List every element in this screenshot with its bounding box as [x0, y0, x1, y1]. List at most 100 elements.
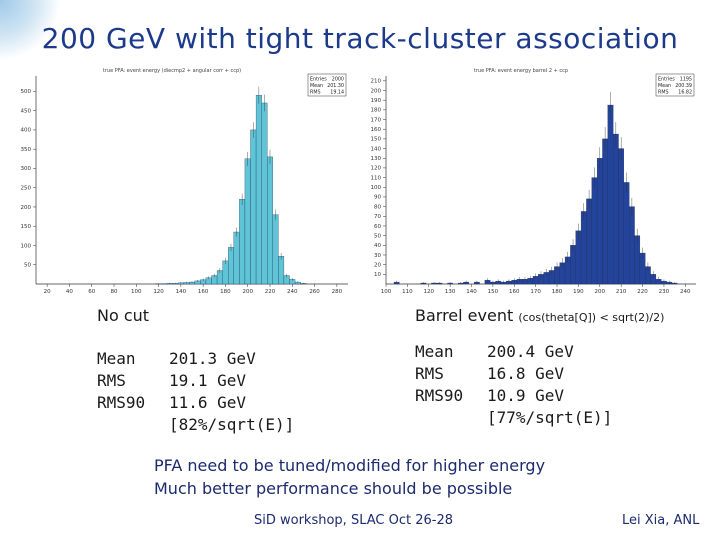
- x-tick-label: 200: [242, 289, 253, 295]
- histogram-bar: [239, 199, 246, 285]
- stats-row: RMS 16.8 GeV: [415, 363, 612, 385]
- histogram-bar: [261, 102, 268, 285]
- y-tick-label: 20: [374, 262, 381, 268]
- histogram-bar: [607, 104, 614, 285]
- x-tick-label: 170: [530, 289, 541, 295]
- stats-no-cut: Mean 201.3 GeV RMS 19.1 GeV RMS90 11.6 GeV …: [97, 348, 294, 436]
- histogram-bar: [634, 235, 641, 285]
- stats-value: [77%/sqrt(E)]: [487, 408, 613, 427]
- y-tick-label: 30: [374, 253, 381, 259]
- y-tick-label: 450: [21, 108, 32, 114]
- x-tick-label: 100: [381, 289, 392, 295]
- y-tick-label: 50: [374, 233, 381, 239]
- x-tick-label: 140: [176, 289, 187, 295]
- stats-key: RMS: [97, 371, 126, 390]
- histogram-no-cut: true PFA: event energy (diecmp2 + angula…: [14, 64, 356, 300]
- x-tick-label: 120: [153, 289, 164, 295]
- histogram-title: true PFA: event energy barrel 2 + ccp: [474, 68, 568, 74]
- y-tick-label: 100: [21, 243, 32, 249]
- histogram-barrel: true PFA: event energy barrel 2 + ccp 10 2…: [364, 64, 704, 300]
- x-tick-label: 160: [509, 289, 520, 295]
- slide-title: 200 GeV with tight track-cluster associa…: [41, 22, 679, 55]
- y-tick-label: 210: [371, 79, 382, 85]
- stats-box-label: Mean: [310, 83, 323, 89]
- corner-decoration: [0, 0, 60, 60]
- histogram-bar: [586, 198, 592, 285]
- y-tick-label: 190: [371, 98, 382, 104]
- y-tick-label: 60: [374, 224, 381, 230]
- histogram-bar: [228, 247, 234, 285]
- stats-barrel: Mean 200.4 GeV RMS 16.8 GeV RMS90 10.9 GeV …: [415, 341, 612, 429]
- y-tick-label: 180: [371, 108, 382, 114]
- histogram-bar: [618, 148, 624, 285]
- x-tick-label: 220: [637, 289, 648, 295]
- stats-box-value: 201.30: [327, 83, 344, 89]
- y-tick-label: 160: [371, 127, 382, 133]
- histogram-bar: [575, 230, 582, 285]
- stats-value: 10.9 GeV: [487, 386, 565, 405]
- histogram-svg: true PFA: event energy (diecmp2 + angula…: [21, 68, 348, 295]
- y-tick-label: 40: [374, 243, 381, 249]
- stats-box-label: Entries: [658, 77, 675, 83]
- stats-box-label: RMS: [658, 90, 669, 96]
- footer-author: Lei Xia, ANL: [622, 513, 700, 528]
- y-tick-label: 200: [21, 205, 32, 211]
- x-tick-label: 240: [287, 289, 298, 295]
- y-tick-label: 300: [21, 166, 32, 172]
- stats-value: 16.8 GeV: [487, 364, 565, 383]
- histogram-bar: [278, 256, 285, 285]
- histogram-bar: [591, 177, 598, 285]
- note-line: Much better performance should be possib…: [154, 479, 513, 498]
- stats-row: [77%/sqrt(E)]: [415, 407, 612, 429]
- x-tick-label: 120: [424, 289, 435, 295]
- footer-event: SiD workshop, SLAC Oct 26-28: [254, 513, 453, 528]
- stats-box-label: RMS: [310, 90, 321, 96]
- histogram-bar: [272, 214, 279, 285]
- x-tick-label: 200: [595, 289, 606, 295]
- y-tick-label: 130: [371, 156, 382, 162]
- y-tick-label: 350: [21, 147, 32, 153]
- stats-value: 200.4 GeV: [487, 342, 574, 361]
- section-title-barrel-note: (cos(theta[Q]) < sqrt(2)/2): [518, 311, 665, 324]
- note-line: PFA need to be tuned/modified for higher…: [154, 456, 546, 475]
- x-tick-label: 140: [466, 289, 477, 295]
- histogram-bar: [250, 129, 257, 285]
- x-tick-label: 40: [66, 289, 73, 295]
- y-tick-label: 170: [371, 117, 382, 123]
- x-tick-label: 180: [552, 289, 563, 295]
- stats-box-value: 1195: [680, 77, 692, 83]
- histogram-bar: [255, 95, 262, 285]
- histogram-bar: [233, 231, 240, 285]
- y-tick-label: 500: [21, 89, 32, 95]
- y-tick-label: 50: [24, 263, 31, 269]
- histogram-bar: [629, 206, 635, 285]
- histogram-bar: [580, 211, 587, 285]
- x-tick-label: 110: [402, 289, 413, 295]
- stats-key: [415, 407, 487, 429]
- x-tick-label: 100: [131, 289, 142, 295]
- stats-row: RMS 19.1 GeV: [97, 370, 294, 392]
- stats-row: [82%/sqrt(E)]: [97, 414, 294, 436]
- stats-box: [307, 73, 347, 97]
- y-tick-label: 80: [374, 204, 381, 210]
- x-tick-label: 150: [488, 289, 499, 295]
- stats-box: [655, 73, 695, 97]
- stats-row: RMS90 10.9 GeV: [415, 385, 612, 407]
- stats-row: Mean 200.4 GeV: [415, 341, 612, 363]
- stats-box-value: 19.14: [330, 90, 344, 96]
- x-tick-label: 280: [332, 289, 343, 295]
- histogram-bar: [613, 133, 619, 285]
- stats-key: RMS90: [97, 393, 146, 412]
- y-tick-label: 150: [21, 224, 32, 230]
- stats-value: 11.6 GeV: [169, 393, 247, 412]
- stats-key: Mean: [97, 349, 136, 368]
- histogram-title: true PFA: event energy (diecmp2 + angula…: [103, 68, 241, 74]
- stats-row: Mean 201.3 GeV: [97, 348, 294, 370]
- x-tick-label: 130: [445, 289, 456, 295]
- x-tick-label: 210: [616, 289, 627, 295]
- stats-key: [97, 414, 169, 436]
- x-tick-label: 190: [573, 289, 584, 295]
- stats-box-value: 16.82: [678, 90, 692, 96]
- y-tick-label: 400: [21, 128, 32, 134]
- histogram-bar: [602, 138, 608, 285]
